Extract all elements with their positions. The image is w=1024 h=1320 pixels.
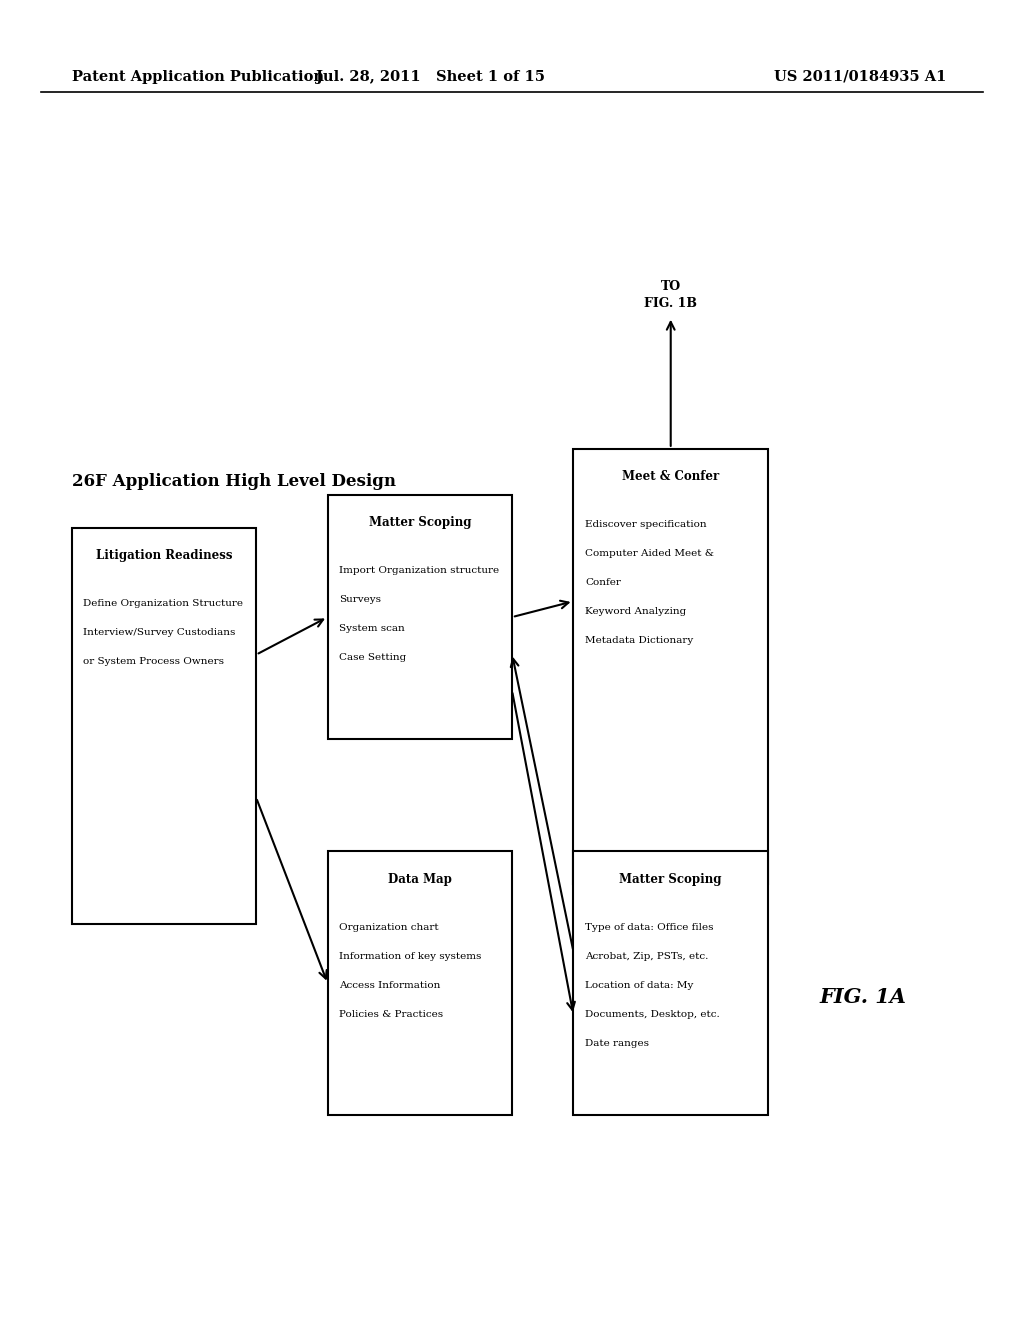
Text: Keyword Analyzing: Keyword Analyzing bbox=[585, 607, 686, 616]
Text: Documents, Desktop, etc.: Documents, Desktop, etc. bbox=[585, 1010, 720, 1019]
Text: Confer: Confer bbox=[585, 578, 621, 587]
Text: Organization chart: Organization chart bbox=[339, 923, 438, 932]
Text: Surveys: Surveys bbox=[339, 595, 381, 605]
Text: Matter Scoping: Matter Scoping bbox=[620, 873, 722, 886]
Text: Define Organization Structure: Define Organization Structure bbox=[83, 599, 243, 609]
Text: System scan: System scan bbox=[339, 624, 404, 634]
Text: FIG. 1A: FIG. 1A bbox=[819, 986, 906, 1007]
Bar bbox=[72, 528, 256, 924]
Text: Ediscover specification: Ediscover specification bbox=[585, 520, 707, 529]
Text: Case Setting: Case Setting bbox=[339, 653, 406, 663]
Text: Import Organization structure: Import Organization structure bbox=[339, 566, 499, 576]
Bar bbox=[328, 851, 512, 1115]
Text: Litigation Readiness: Litigation Readiness bbox=[95, 549, 232, 562]
Text: Patent Application Publication: Patent Application Publication bbox=[72, 70, 324, 83]
Text: Meet & Confer: Meet & Confer bbox=[623, 470, 719, 483]
Text: 26F Application High Level Design: 26F Application High Level Design bbox=[72, 474, 395, 490]
Text: US 2011/0184935 A1: US 2011/0184935 A1 bbox=[774, 70, 946, 83]
Text: Metadata Dictionary: Metadata Dictionary bbox=[585, 636, 693, 645]
Text: Acrobat, Zip, PSTs, etc.: Acrobat, Zip, PSTs, etc. bbox=[585, 952, 709, 961]
Text: Date ranges: Date ranges bbox=[585, 1039, 649, 1048]
Text: Computer Aided Meet &: Computer Aided Meet & bbox=[585, 549, 714, 558]
Bar bbox=[328, 495, 512, 739]
Text: Type of data: Office files: Type of data: Office files bbox=[585, 923, 714, 932]
Text: Policies & Practices: Policies & Practices bbox=[339, 1010, 442, 1019]
Bar bbox=[573, 449, 768, 884]
Text: or System Process Owners: or System Process Owners bbox=[83, 657, 223, 667]
Bar bbox=[573, 851, 768, 1115]
Text: Interview/Survey Custodians: Interview/Survey Custodians bbox=[83, 628, 236, 638]
Text: Access Information: Access Information bbox=[339, 981, 440, 990]
Text: Data Map: Data Map bbox=[388, 873, 452, 886]
Text: Information of key systems: Information of key systems bbox=[339, 952, 481, 961]
Text: Matter Scoping: Matter Scoping bbox=[369, 516, 471, 529]
Text: TO
FIG. 1B: TO FIG. 1B bbox=[644, 280, 697, 310]
Text: Location of data: My: Location of data: My bbox=[585, 981, 693, 990]
Text: Jul. 28, 2011   Sheet 1 of 15: Jul. 28, 2011 Sheet 1 of 15 bbox=[315, 70, 545, 83]
